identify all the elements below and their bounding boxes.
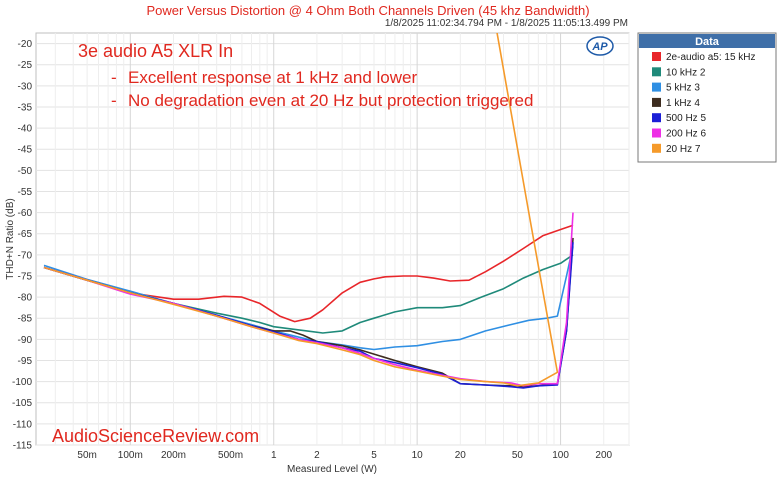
chart-timestamp: 1/8/2025 11:02:34.794 PM - 1/8/2025 11:0… xyxy=(385,18,628,29)
y-tick-label: -85 xyxy=(18,314,33,325)
legend-item-label: 500 Hz 5 xyxy=(666,113,706,124)
watermark: AudioScienceReview.com xyxy=(52,426,259,446)
ap-logo: AP xyxy=(586,36,614,56)
annotation-line-1: Excellent response at 1 kHz and lower xyxy=(128,68,417,87)
y-tick-label: -60 xyxy=(18,208,33,219)
y-tick-label: -105 xyxy=(12,398,32,409)
y-tick-label: -35 xyxy=(18,102,33,113)
legend-swatch xyxy=(652,67,661,77)
legend-swatch xyxy=(652,143,661,153)
y-axis-label: THD+N Ratio (dB) xyxy=(5,198,16,279)
y-tick-label: -90 xyxy=(18,335,33,346)
x-tick-label: 200 xyxy=(595,450,612,461)
legend-swatch xyxy=(652,97,661,107)
legend-item-label: 10 kHz 2 xyxy=(666,67,706,78)
x-axis-label: Measured Level (W) xyxy=(287,464,377,475)
x-tick-label: 10 xyxy=(412,450,424,461)
y-tick-label: -40 xyxy=(18,124,33,135)
y-tick-label: -70 xyxy=(18,250,33,261)
x-tick-label: 50 xyxy=(512,450,524,461)
legend-item-label: 1 kHz 4 xyxy=(666,98,700,109)
series-line-1 xyxy=(43,224,574,323)
x-tick-label: 200m xyxy=(161,450,186,461)
y-tick-label: -75 xyxy=(18,271,33,282)
y-tick-label: -50 xyxy=(18,166,33,177)
annotation-dash-2: - xyxy=(111,91,117,110)
x-tick-label: 1 xyxy=(271,450,277,461)
ticks-layer: -20-25-30-35-40-45-50-55-60-65-70-75-80-… xyxy=(12,39,613,461)
legend-swatch xyxy=(652,82,661,92)
x-tick-label: 50m xyxy=(77,450,96,461)
x-tick-label: 2 xyxy=(314,450,320,461)
legend-item-label: 20 Hz 7 xyxy=(666,144,701,155)
y-tick-label: -65 xyxy=(18,229,33,240)
y-tick-label: -25 xyxy=(18,60,33,71)
x-tick-label: 500m xyxy=(218,450,243,461)
x-tick-label: 100m xyxy=(118,450,143,461)
y-tick-label: -80 xyxy=(18,293,33,304)
x-tick-label: 5 xyxy=(371,450,377,461)
series-line-2 xyxy=(43,254,574,334)
y-tick-label: -30 xyxy=(18,81,33,92)
y-tick-label: -55 xyxy=(18,187,33,198)
legend-swatch xyxy=(652,113,661,123)
annotation-dash-1: - xyxy=(111,68,117,87)
legend-item-label: 2e-audio a5: 15 kHz xyxy=(666,52,756,63)
legend-swatch xyxy=(652,52,661,61)
y-tick-label: -20 xyxy=(18,39,33,50)
x-tick-label: 20 xyxy=(455,450,467,461)
legend-swatch xyxy=(652,128,661,138)
plot-area xyxy=(35,32,630,446)
series-layer xyxy=(43,33,574,389)
annotation-heading: 3e audio A5 XLR In xyxy=(78,41,233,61)
legend-item-label: 5 kHz 3 xyxy=(666,83,700,94)
legend: Data 2e-audio a5: 15 kHz 10 kHz 2 5 kHz 3 1… xyxy=(637,32,777,163)
x-tick-label: 100 xyxy=(552,450,569,461)
grid xyxy=(36,33,630,446)
chart-title: Power Versus Distortion @ 4 Ohm Both Cha… xyxy=(146,3,589,18)
legend-item-label: 200 Hz 6 xyxy=(666,129,706,140)
y-tick-label: -115 xyxy=(13,441,33,452)
legend-title: Data xyxy=(695,36,720,48)
y-tick-label: -45 xyxy=(18,145,33,156)
y-tick-label: -95 xyxy=(18,356,33,367)
series-line-7 xyxy=(43,33,559,387)
y-tick-label: -110 xyxy=(13,419,33,430)
annotation-line-2: No degradation even at 20 Hz but protect… xyxy=(128,91,533,110)
y-tick-label: -100 xyxy=(12,377,32,388)
ap-logo-text: AP xyxy=(591,41,608,53)
